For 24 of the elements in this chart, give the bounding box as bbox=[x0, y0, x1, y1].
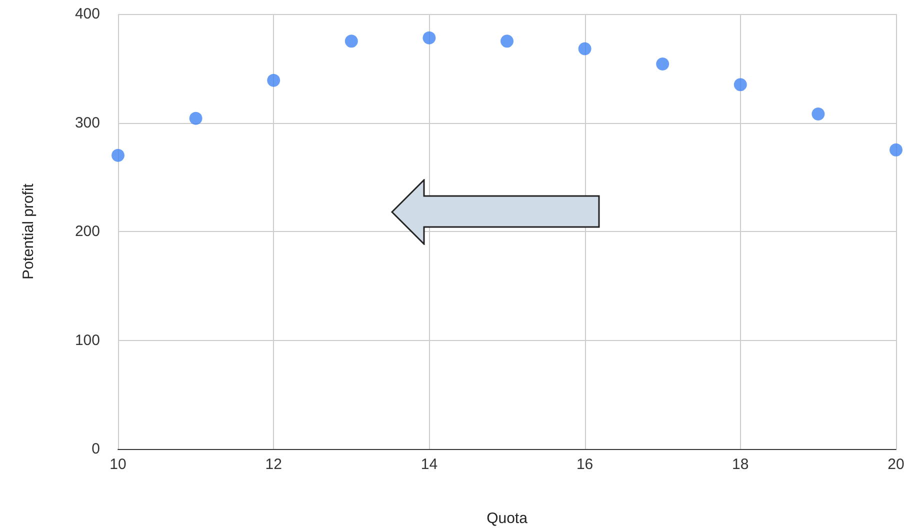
x-tick-label: 18 bbox=[732, 456, 749, 473]
point bbox=[112, 148, 124, 162]
y-tick-label: 200 bbox=[74, 223, 100, 240]
point bbox=[500, 34, 514, 48]
point bbox=[189, 112, 202, 125]
point bbox=[578, 42, 592, 56]
y-tick-label: 100 bbox=[74, 332, 100, 349]
point bbox=[422, 31, 436, 44]
point bbox=[656, 58, 670, 71]
point bbox=[890, 143, 902, 156]
y-tick-label: 400 bbox=[74, 6, 100, 22]
x-tick-label: 10 bbox=[110, 456, 126, 473]
x-tick-label: 20 bbox=[888, 456, 904, 473]
point bbox=[734, 78, 747, 92]
point bbox=[267, 74, 280, 87]
x-tick-label: 14 bbox=[420, 456, 438, 473]
y-tick-label: 0 bbox=[92, 440, 100, 458]
point bbox=[812, 108, 825, 121]
y-tick-label: 300 bbox=[74, 114, 100, 132]
y-axis-title: Potential profit bbox=[20, 182, 37, 280]
x-axis-title: Quota bbox=[486, 510, 528, 527]
x-tick-label: 16 bbox=[576, 456, 594, 473]
x-tick-label: 12 bbox=[265, 456, 282, 473]
point bbox=[344, 34, 358, 48]
